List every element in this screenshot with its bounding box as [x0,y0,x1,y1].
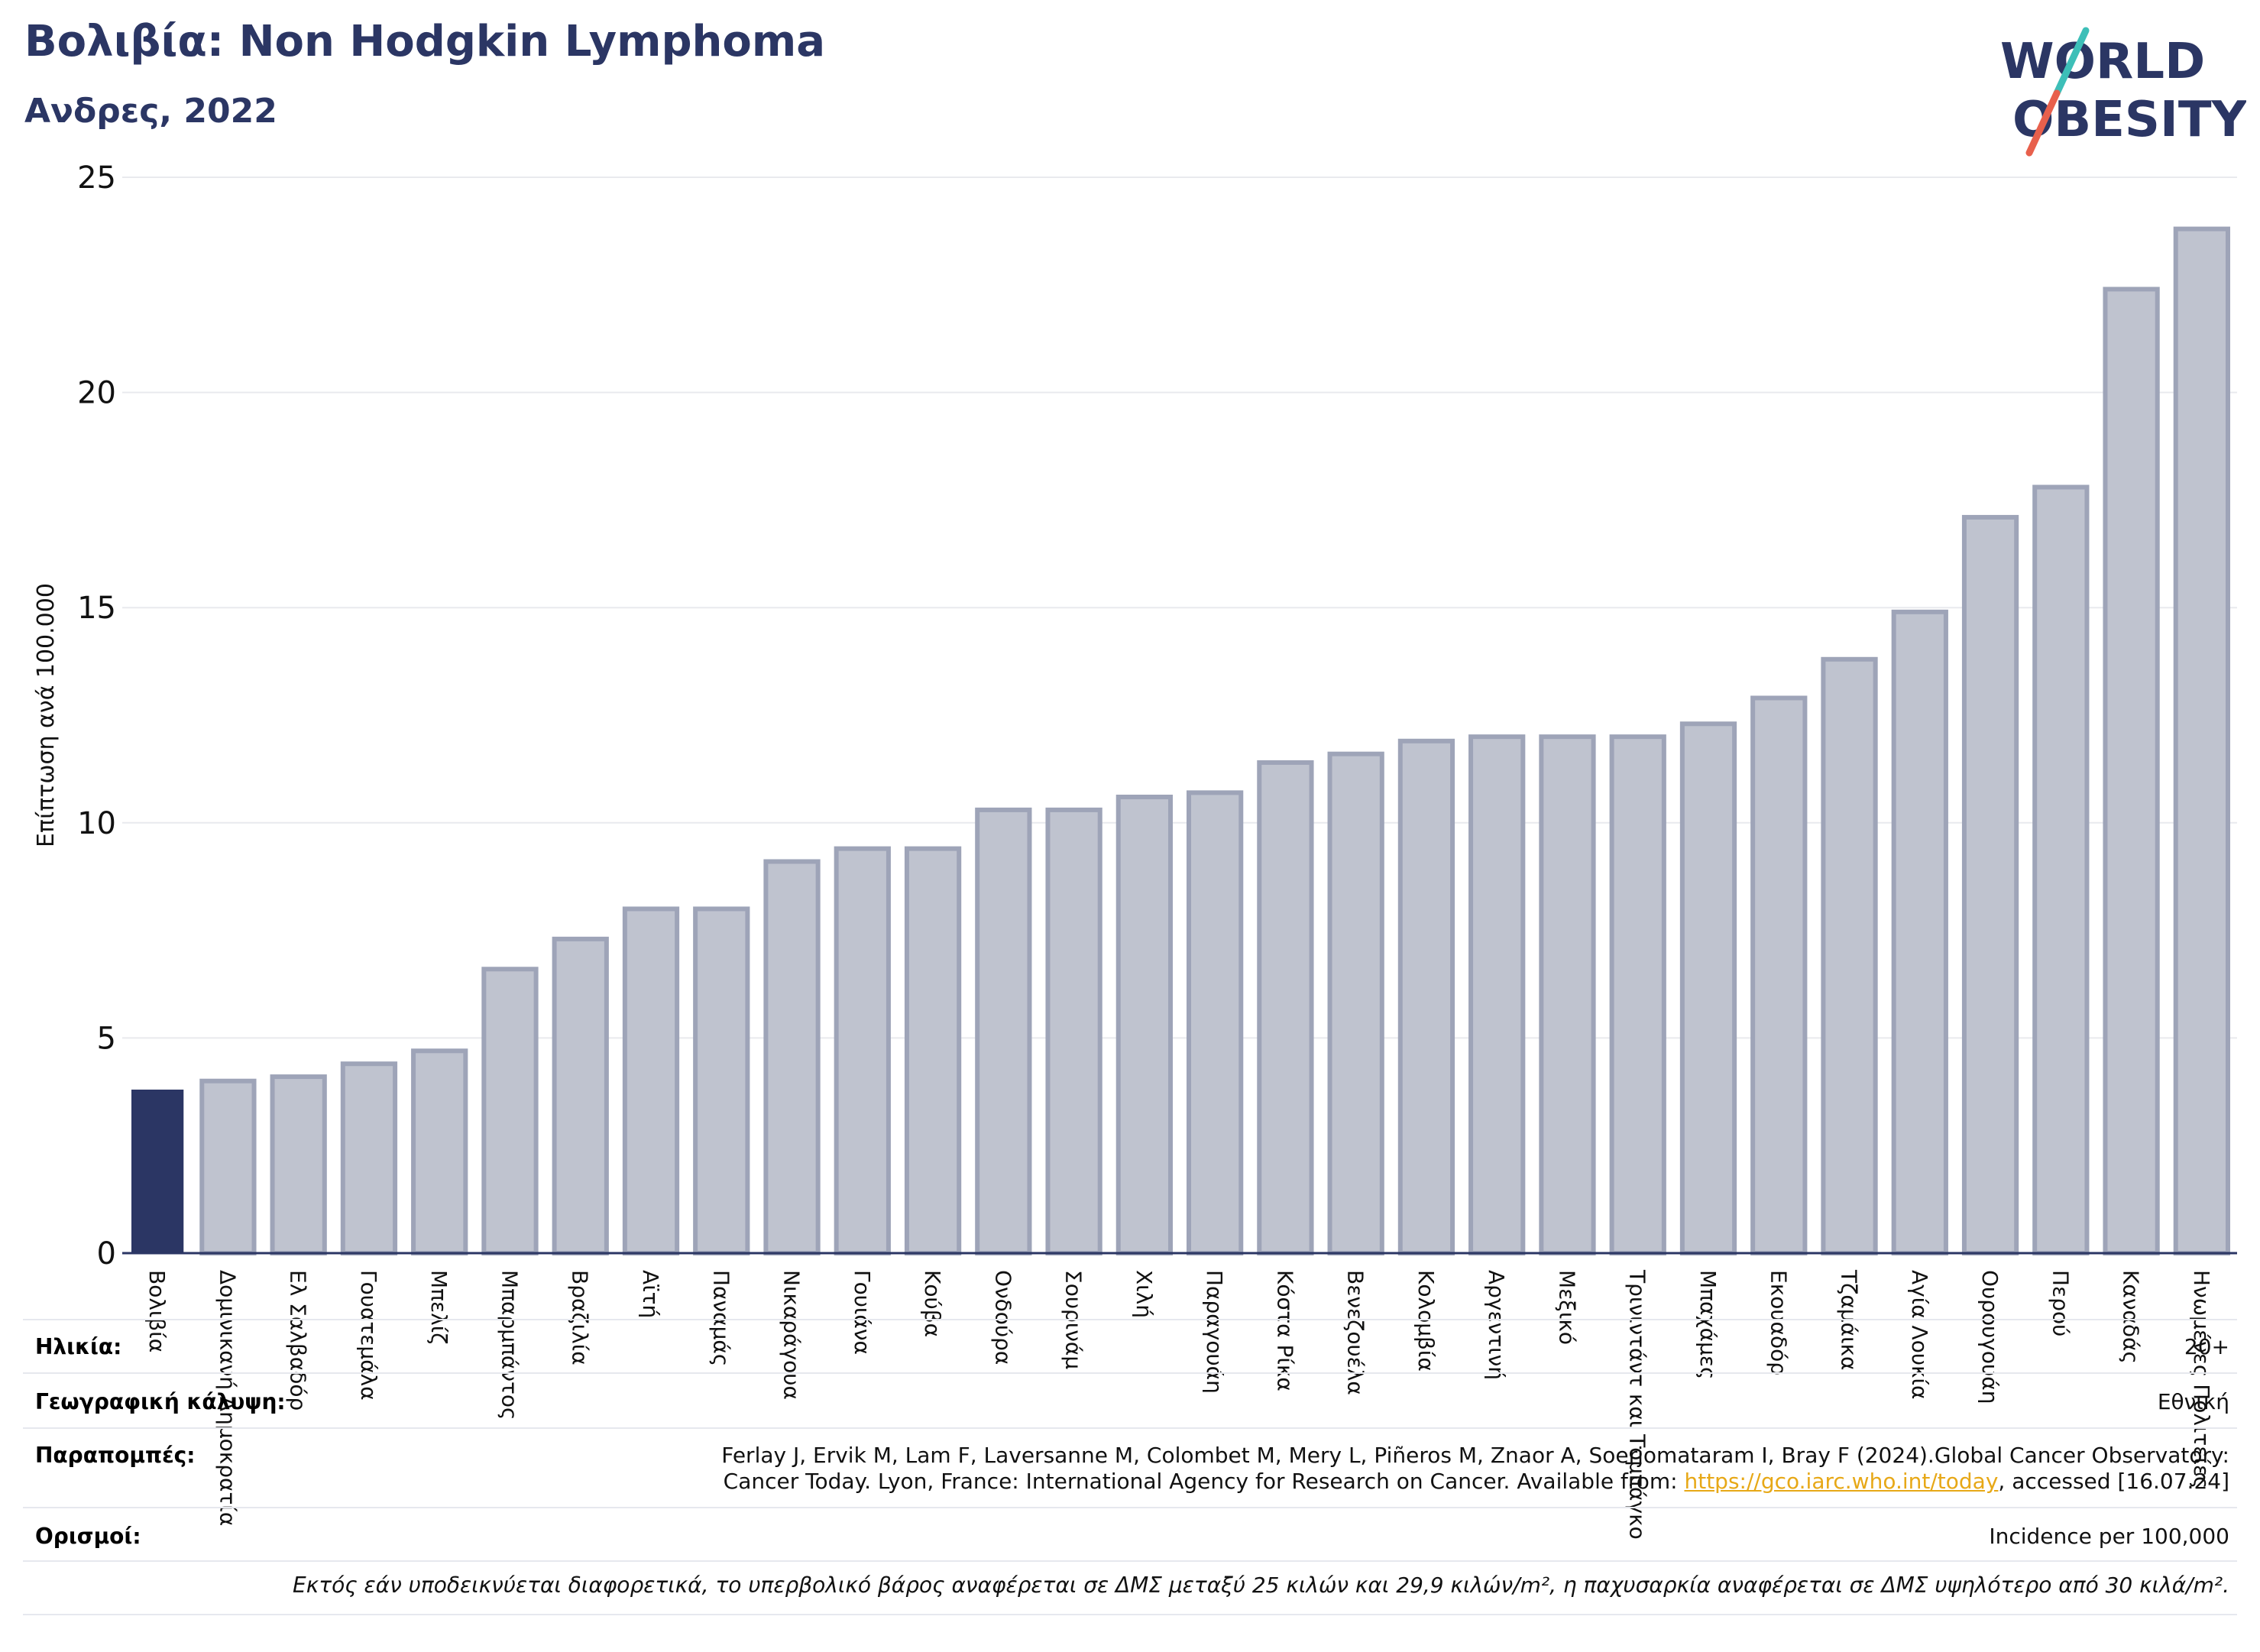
x-tick-label: Μπαρμπάντος [497,1270,522,1420]
bar[interactable] [1257,760,1314,1255]
coverage-label: Γεωγραφική κάλυψη: [35,1389,286,1414]
x-tick-label: Μεξικό [1554,1270,1579,1345]
y-tick-label: 20 [77,376,116,411]
y-tick-label: 5 [97,1021,116,1056]
x-tick-label: Μπελίζ [426,1270,452,1344]
x-tick-label: Ουρουγουάη [1977,1270,2003,1404]
bar[interactable] [693,906,750,1255]
x-tick-label: Χιλή [1132,1270,1157,1318]
bar[interactable] [2103,287,2160,1255]
y-axis-label: Επίπτωση ανά 100.000 [33,583,60,847]
footer-divider [23,1560,2237,1562]
bar[interactable] [975,807,1032,1256]
references-line2-pre: Cancer Today. Lyon, France: Internationa… [723,1469,1685,1494]
bar[interactable] [411,1048,468,1256]
y-tick-label: 0 [97,1236,116,1271]
bars [131,226,2231,1256]
x-tick-label: Ηνωμένες Πολιτείες [2189,1270,2214,1488]
x-tick-label: Βενεζουέλα [1343,1270,1368,1395]
logo-accent-coral [2025,89,2061,157]
x-tick-label: Αργεντινή [1484,1270,1509,1380]
bar[interactable] [1750,695,1808,1255]
x-tick-label: Γουιάνα [850,1270,875,1355]
x-tick-label: Τρινιντάντ και Τομπάγκο [1625,1269,1650,1540]
bar[interactable] [1397,738,1455,1255]
references-label: Παραπομπές: [35,1443,196,1468]
logo-text-line1: WORLD [2000,34,2205,90]
x-tick-label: Βραζιλία [568,1270,593,1365]
footer-definitions-row: Ορισμοί: Incidence per 100,000 [23,1507,2237,1562]
grid-lines [122,177,2237,1039]
logo-accent-teal [2053,27,2090,97]
bar[interactable] [1186,790,1244,1255]
page-title: Βολιβία: Non Hodgkin Lymphoma [24,17,826,66]
bar[interactable] [2173,226,2231,1256]
x-tick-label: Νικαράγουα [779,1270,805,1400]
references-text: Ferlay J, Ervik M, Lam F, Laversanne M, … [721,1443,2229,1495]
bar[interactable] [1891,609,1948,1255]
bar[interactable] [2032,484,2090,1255]
y-tick-label: 10 [77,806,116,841]
bar[interactable] [1468,734,1526,1255]
bar[interactable] [1115,795,1174,1256]
bar[interactable] [270,1074,327,1256]
x-tick-label: Αϊτή [638,1270,663,1318]
category-labels: Βολιβία Δομινικανή Δημοκρατία Ελ Σαλβαδόρ Γ… [144,1269,2214,1540]
bar[interactable] [340,1061,398,1256]
bar[interactable] [1327,751,1384,1255]
x-tick-label: Καναδάς [2119,1270,2144,1364]
x-tick-label: Αγία Λουκία [1907,1270,1932,1399]
y-tick-label: 15 [77,591,116,626]
x-tick-label: Δομινικανή Δημοκρατία [215,1270,240,1526]
x-tick-label: Περού [2048,1270,2073,1336]
footer-references-row: Παραπομπές: Ferlay J, Ervik M, Lam F, La… [23,1427,2237,1508]
bar[interactable] [1609,734,1666,1255]
bar[interactable] [763,859,821,1256]
bar[interactable] [1821,656,1878,1255]
definitions-value: Incidence per 100,000 [1989,1524,2229,1549]
bar[interactable] [199,1078,257,1255]
coverage-value: Εθνική [2157,1389,2229,1414]
x-tick-label: Ελ Σαλβαδόρ [286,1270,311,1411]
world-obesity-logo: WORLD OBESITY [2000,27,2246,157]
page-subtitle: Ανδρες, 2022 [24,92,277,131]
bar[interactable] [552,936,609,1255]
bottom-divider [23,1614,2237,1615]
x-tick-label: Βολιβία [144,1270,170,1352]
age-label: Ηλικία: [35,1334,122,1359]
bar[interactable] [904,846,962,1256]
x-tick-label: Ονδούρα [990,1270,1015,1365]
references-line2-post: , accessed [16.07.24] [1998,1469,2229,1494]
axes: 0 5 10 15 20 25 Επίπτωση ανά 100.000 [33,160,2237,1271]
bar[interactable] [1539,734,1596,1255]
x-tick-label: Γουατεμάλα [356,1270,381,1401]
bar[interactable] [481,967,539,1255]
footer-coverage-row: Γεωγραφική κάλυψη: Εθνική [23,1372,2237,1429]
footnote: Εκτός εάν υποδεικνύεται διαφορετικά, το … [293,1573,2229,1598]
x-tick-label: Μπαχάμες [1695,1270,1721,1380]
x-tick-label: Κολομβία [1413,1270,1439,1372]
bar[interactable] [834,846,891,1256]
references-line2: Cancer Today. Lyon, France: Internationa… [721,1469,2229,1495]
bar[interactable] [1045,807,1102,1256]
y-tick-label: 25 [77,160,116,196]
references-line1: Ferlay J, Ervik M, Lam F, Laversanne M, … [721,1443,2229,1468]
bar[interactable] [622,906,680,1255]
x-tick-label: Παναμάς [708,1270,733,1366]
definitions-label: Ορισμοί: [35,1524,141,1549]
bar[interactable] [131,1089,184,1253]
x-tick-label: Εκουαδόρ [1766,1270,1791,1375]
x-tick-label: Κόστα Ρίκα [1272,1270,1297,1391]
references-link[interactable]: https://gco.iarc.who.int/today [1684,1469,1999,1494]
x-tick-label: Κούβα [920,1270,945,1337]
bar[interactable] [1679,721,1737,1255]
bar[interactable] [1961,514,2019,1255]
footer-age-row: Ηλικία: 20+ [23,1319,2237,1374]
age-value: 20+ [2184,1334,2229,1359]
